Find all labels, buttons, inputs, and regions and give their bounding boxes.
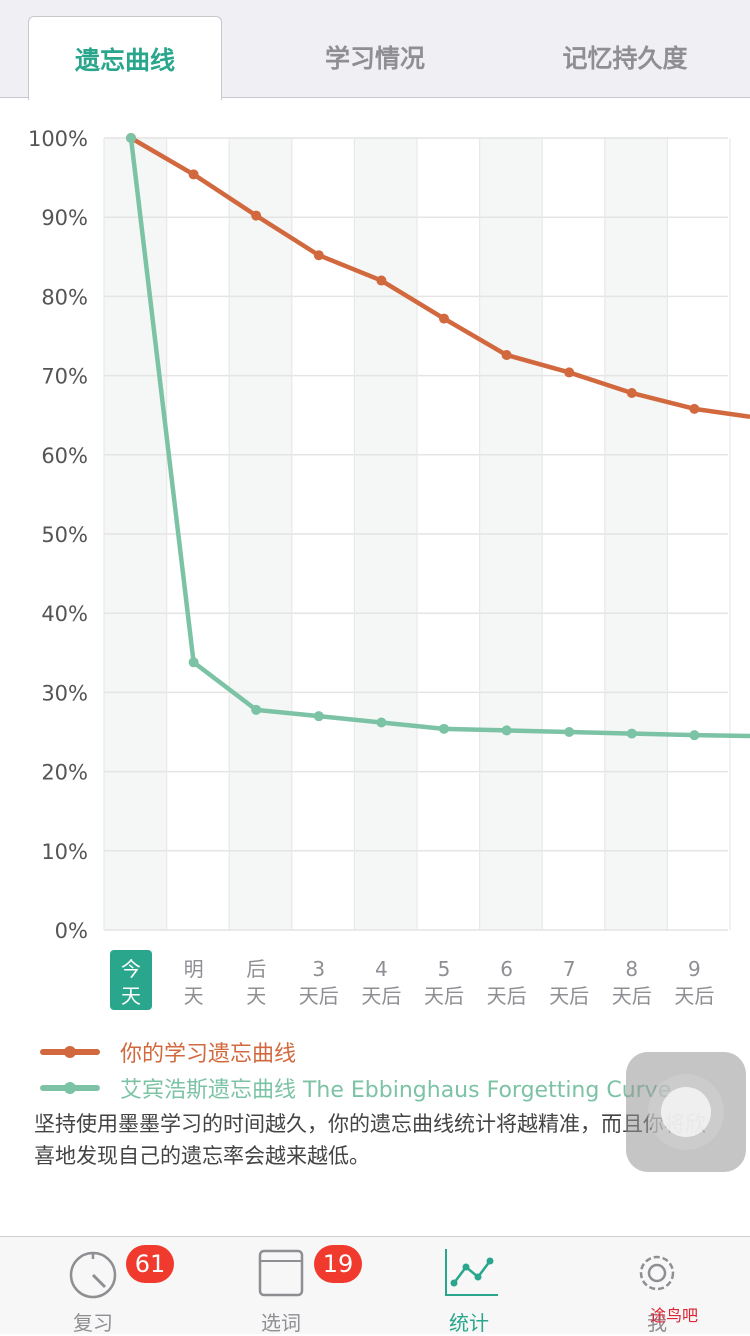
x-tick-label: 8 — [625, 957, 638, 981]
tabbar-item-statistics[interactable]: 统计 — [394, 1237, 544, 1335]
legend-label-user: 你的学习遗忘曲线 — [120, 1042, 297, 1067]
data-point-1 — [689, 730, 700, 741]
data-point-1 — [313, 711, 324, 722]
tabbar-label-me: 我 — [647, 1311, 667, 1335]
chart-description: 坚持使用墨墨学习的时间越久，你的遗忘曲线统计将越精准，而且你将欣喜地发现自己的遗… — [34, 1112, 706, 1168]
tabbar-label-select-words: 选词 — [261, 1311, 301, 1335]
data-point-0 — [376, 275, 387, 286]
data-point-1 — [564, 727, 575, 737]
book-icon — [258, 1249, 304, 1297]
x-tick-label: 3 — [312, 957, 325, 981]
data-point-0 — [439, 313, 449, 324]
x-tick-label: 天后 — [424, 984, 464, 1008]
y-tick-label: 100% — [28, 127, 88, 151]
y-tick-label: 10% — [41, 840, 88, 864]
y-tick-label: 0% — [55, 919, 88, 943]
data-point-0 — [564, 367, 575, 378]
forgetting-curve-chart: 100%90%80%70%60%50%40%30%20%10%0% 今天明天后天… — [28, 127, 750, 1010]
line-chart-icon — [445, 1249, 498, 1296]
x-tick-label: 天 — [121, 984, 141, 1008]
x-tick-label: 天后 — [361, 984, 401, 1008]
x-tick-label: 今 — [121, 957, 141, 981]
x-tick-label: 9 — [688, 957, 701, 981]
x-tick-label: 天 — [246, 984, 266, 1008]
x-tick-label: 天后 — [299, 984, 339, 1008]
data-point-1 — [251, 704, 262, 715]
x-tick-label: 天后 — [487, 984, 527, 1008]
legend-item-user-curve: 你的学习遗忘曲线 — [40, 1037, 296, 1067]
legend-label-ebbinghaus: 艾宾浩斯遗忘曲线 The Ebbinghaus Forgetting Curve — [120, 1078, 672, 1103]
y-tick-label: 90% — [41, 206, 88, 230]
data-point-0 — [188, 169, 199, 180]
x-tick-label: 天后 — [674, 984, 714, 1008]
tab-study-status[interactable]: 学习情况 — [324, 44, 425, 73]
gear-icon — [639, 1255, 675, 1291]
data-point-0 — [251, 210, 262, 221]
y-tick-label: 30% — [41, 681, 88, 705]
review-badge: 61 — [126, 1245, 174, 1283]
tabbar-label-review: 复习 — [73, 1311, 113, 1335]
y-tick-label: 40% — [41, 602, 88, 626]
tab-forgetting-curve[interactable]: 遗忘曲线 — [28, 16, 222, 100]
x-tick-label: 5 — [438, 957, 451, 981]
y-tick-label: 20% — [41, 761, 88, 785]
tabbar-label-statistics: 统计 — [449, 1311, 489, 1335]
x-tick-label: 天后 — [612, 984, 652, 1008]
data-point-0 — [313, 250, 324, 261]
stopwatch-icon — [69, 1251, 117, 1299]
tab-memory-durability[interactable]: 记忆持久度 — [562, 44, 688, 73]
data-point-1 — [376, 717, 387, 728]
data-point-1 — [626, 728, 637, 739]
tabbar-item-review[interactable]: 61 复习 — [18, 1237, 174, 1335]
y-tick-label: 80% — [41, 285, 88, 309]
select-words-badge: 19 — [314, 1245, 362, 1283]
top-tabs: 遗忘曲线 学习情况 记忆持久度 — [0, 0, 750, 100]
x-tick-label: 6 — [500, 957, 513, 981]
data-point-0 — [626, 388, 637, 399]
data-point-1 — [501, 725, 512, 736]
watermark-logo: 途鸟吧 — [650, 1306, 699, 1325]
tabbar-item-me[interactable]: 我 — [582, 1237, 732, 1335]
data-point-0 — [501, 350, 512, 361]
x-tick-label: 天 — [184, 984, 204, 1008]
y-tick-label: 50% — [41, 523, 88, 547]
x-tick-label: 天后 — [549, 984, 589, 1008]
tabbar-item-select-words[interactable]: 19 选词 — [206, 1237, 362, 1335]
bottom-tab-bar: 61 复习 19 选词 统计 我 — [0, 1236, 750, 1335]
x-tick-label: 4 — [375, 957, 388, 981]
legend-swatch-user — [40, 1046, 100, 1058]
x-label-highlight — [110, 950, 152, 1010]
x-tick-label: 明 — [184, 957, 204, 981]
data-point-0 — [689, 403, 700, 414]
data-point-1 — [439, 723, 449, 734]
assistive-touch-button[interactable] — [626, 1052, 746, 1172]
data-point-1 — [126, 133, 136, 143]
data-point-1 — [188, 657, 199, 668]
legend-swatch-ebbinghaus — [40, 1082, 100, 1094]
x-tick-label: 后 — [246, 957, 266, 981]
x-tick-label: 7 — [563, 957, 576, 981]
y-tick-label: 70% — [41, 365, 88, 389]
legend-item-ebbinghaus-curve: 艾宾浩斯遗忘曲线 The Ebbinghaus Forgetting Curve — [40, 1073, 671, 1103]
y-tick-label: 60% — [41, 444, 88, 468]
